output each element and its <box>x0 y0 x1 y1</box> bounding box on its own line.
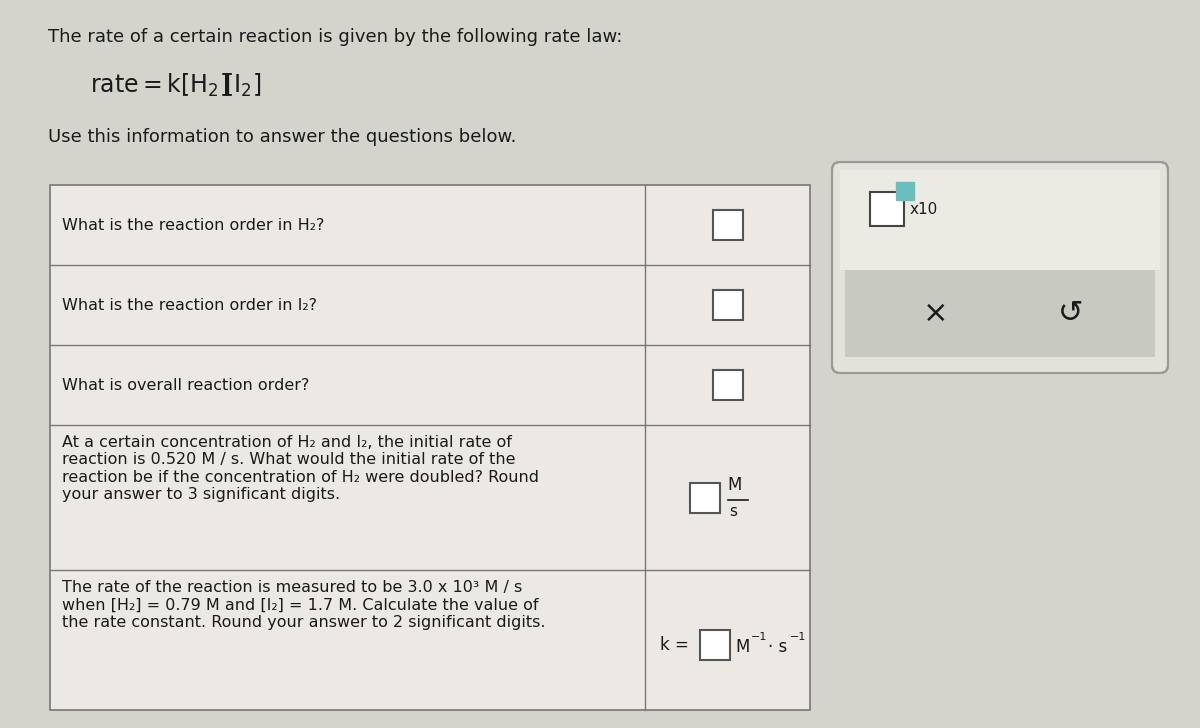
Bar <box>840 170 1160 270</box>
Bar <box>700 630 730 660</box>
Bar <box>690 483 720 513</box>
Text: k =: k = <box>660 636 689 654</box>
FancyBboxPatch shape <box>832 162 1168 373</box>
Bar <box>50 185 810 710</box>
Text: ×: × <box>923 299 949 328</box>
Text: M: M <box>734 638 749 656</box>
Bar <box>870 192 904 226</box>
Bar <box>845 270 1154 357</box>
Text: What is overall reaction order?: What is overall reaction order? <box>62 378 310 392</box>
Text: −1: −1 <box>790 632 806 642</box>
Text: At a certain concentration of H₂ and I₂, the initial rate of
reaction is 0.520 M: At a certain concentration of H₂ and I₂,… <box>62 435 539 502</box>
Text: What is the reaction order in H₂?: What is the reaction order in H₂? <box>62 218 324 232</box>
Text: · s: · s <box>768 638 787 656</box>
Text: rate$=$k$\left[\mathregular{H_2}\right]\!\left[\mathregular{I_2}\right]$: rate$=$k$\left[\mathregular{H_2}\right]\… <box>90 72 262 99</box>
Text: ↺: ↺ <box>1057 299 1084 328</box>
Text: s: s <box>730 504 738 519</box>
Text: The rate of the reaction is measured to be 3.0 x 10³ M / s
when [H₂] = 0.79 M an: The rate of the reaction is measured to … <box>62 580 546 630</box>
Bar <box>713 370 743 400</box>
Text: Use this information to answer the questions below.: Use this information to answer the quest… <box>48 128 516 146</box>
Text: x10: x10 <box>910 202 938 216</box>
Text: M: M <box>727 477 742 494</box>
Text: −1: −1 <box>751 632 767 642</box>
Bar <box>713 210 743 240</box>
Text: The rate of a certain reaction is given by the following rate law:: The rate of a certain reaction is given … <box>48 28 623 46</box>
Text: What is the reaction order in I₂?: What is the reaction order in I₂? <box>62 298 317 312</box>
Bar <box>713 290 743 320</box>
Bar <box>896 182 914 200</box>
